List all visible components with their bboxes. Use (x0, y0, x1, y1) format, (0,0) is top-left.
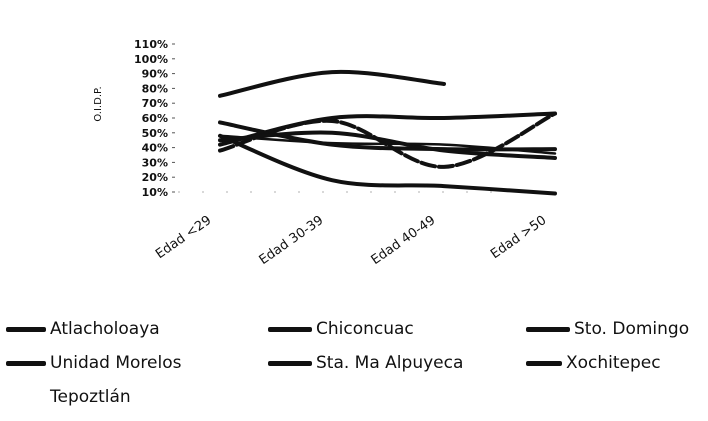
legend-item: Chiconcuac (268, 318, 414, 340)
y-tick-label: 110% (134, 38, 168, 51)
legend-item: Unidad Morelos (6, 352, 181, 374)
legend-swatch (526, 360, 562, 366)
legend-label: Chiconcuac (316, 319, 414, 339)
series-lines (218, 69, 557, 196)
y-tick-label: 10% (142, 186, 168, 199)
legend-label: Sta. Ma Alpuyeca (316, 353, 464, 373)
x-axis: Edad <29 Edad 30-39 Edad 40-49 Edad >50 (153, 213, 549, 268)
legend: Atlacholoaya Chiconcuac Sto. Domingo Unidad… (0, 312, 708, 412)
legend-swatch (6, 326, 46, 332)
line-chart: 110% 100% 90%80% 70% 60% 50% 40%30% 20% 10% O.I.… (93, 38, 557, 268)
y-tick-label: 80% (142, 82, 168, 95)
y-tick-label: 50% (142, 127, 168, 140)
series-line-unidad-morelos (218, 133, 557, 196)
y-tick-label: 20% (142, 171, 168, 184)
legend-swatch (6, 360, 46, 366)
legend-swatch (268, 326, 312, 332)
y-axis: 110% 100% 90%80% 70% 60% 50% 40%30% 20% 10% (134, 38, 555, 199)
legend-swatch (268, 360, 312, 366)
legend-label: Unidad Morelos (50, 353, 182, 373)
legend-item: Atlacholoaya (6, 318, 160, 340)
y-tick-label: 30% (142, 156, 168, 169)
legend-label: Tepoztlán (50, 387, 131, 407)
legend-swatch (526, 326, 570, 332)
y-tick-label: 60% (142, 112, 168, 125)
x-tick-label: Edad <29 (153, 213, 214, 262)
series-line-atlacholoaya (218, 69, 446, 98)
x-tick-label: Edad 30-39 (257, 213, 327, 268)
x-tick-label: Edad >50 (488, 213, 549, 262)
series-line-xochitepec (218, 130, 557, 160)
y-tick-label: 90% (142, 68, 168, 81)
y-tick-label: 100% (134, 53, 168, 66)
y-axis-label: O.I.D.P. (93, 86, 104, 121)
legend-item: Sta. Ma Alpuyeca (268, 352, 463, 374)
series-line-sta-ma-alpuyeca (218, 111, 557, 169)
y-tick-label: 70% (142, 97, 168, 110)
legend-label: Xochitepec (566, 353, 661, 373)
legend-item: Sto. Domingo (526, 318, 689, 340)
legend-label: Atlacholoaya (50, 319, 160, 339)
legend-item: Tepoztlán (6, 386, 131, 408)
series-line-tepoztl-n (218, 134, 557, 155)
legend-label: Sto. Domingo (574, 319, 690, 339)
y-tick-label: 40% (142, 142, 168, 155)
x-tick-label: Edad 40-49 (369, 213, 439, 268)
legend-item: Xochitepec (526, 352, 661, 374)
